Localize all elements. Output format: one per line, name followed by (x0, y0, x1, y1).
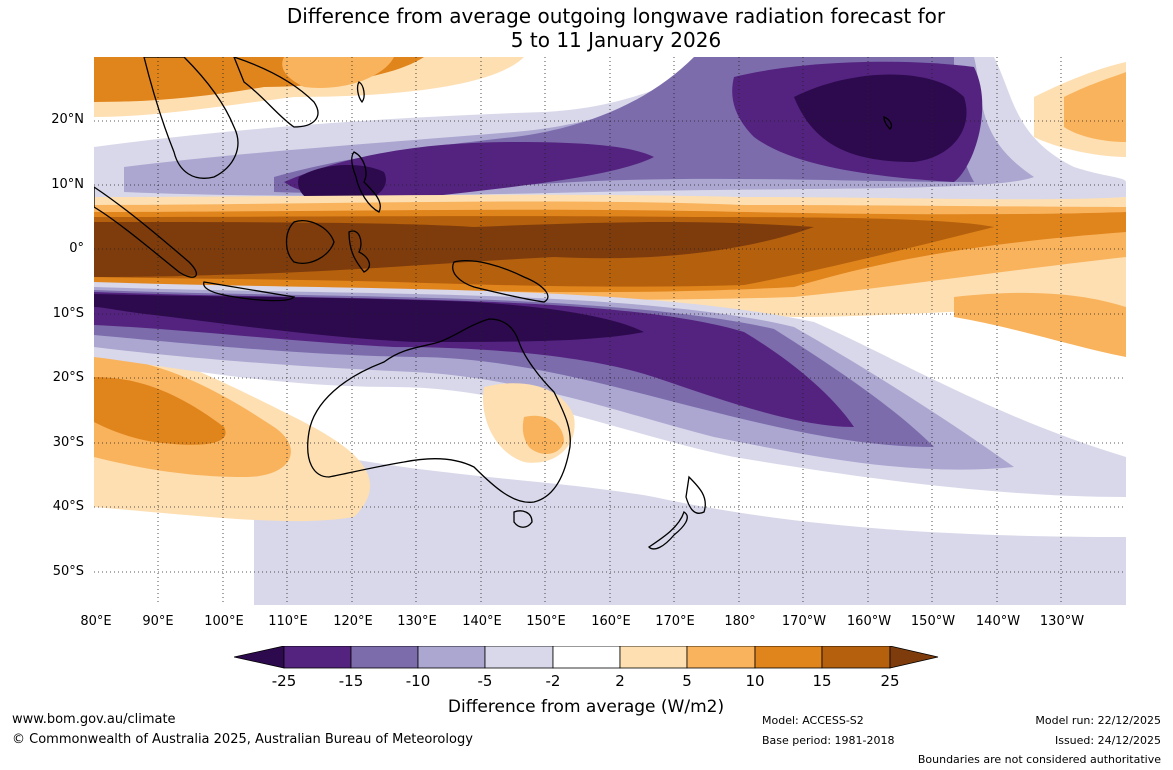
map-title-line2: 5 to 11 January 2026 (510, 28, 722, 52)
taiwan-coastline (356, 81, 365, 104)
footer-copyright: © Commonwealth of Australia 2025, Austra… (12, 732, 473, 747)
borneo-coastline (285, 220, 335, 264)
lat-label-20s: 20°S (52, 370, 84, 385)
lon-label-160w: 160°W (846, 614, 892, 629)
legend-tick-15: 15 (812, 672, 832, 690)
map-canvas (94, 57, 1126, 605)
legend-swatch-5-10 (686, 646, 756, 669)
lon-label-170w: 170°W (781, 614, 827, 629)
indochina-coastline (143, 57, 239, 179)
coastlines (94, 57, 893, 550)
hawaii-coastline (883, 116, 893, 130)
lat-label-50s: 50°S (52, 564, 84, 579)
map-title: Difference from average outgoing longwav… (0, 4, 1173, 52)
lat-label-30s: 30°S (52, 435, 84, 450)
legend-tick-2: 2 (615, 672, 625, 690)
lon-label-150e: 150°E (526, 614, 566, 629)
legend-tick-25: 25 (880, 672, 900, 690)
lon-label-180: 180° (724, 614, 756, 629)
footer-model: Model: ACCESS-S2 (762, 714, 864, 727)
footer-website[interactable]: www.bom.gov.au/climate (12, 712, 176, 727)
lon-label-140e: 140°E (462, 614, 502, 629)
new-zealand-south (647, 511, 688, 550)
anomaly-shading (94, 57, 1126, 605)
footer-model-run: Model run: 22/12/2025 (1035, 714, 1161, 727)
lon-label-110e: 110°E (268, 614, 308, 629)
lon-label-100e: 100°E (204, 614, 244, 629)
legend-tick-minus5: -5 (477, 672, 493, 690)
new-guinea-coastline (452, 260, 549, 303)
lat-label-10s: 10°S (52, 306, 84, 321)
footer-issued: Issued: 24/12/2025 (1054, 734, 1161, 747)
lon-label-90e: 90°E (142, 614, 174, 629)
lat-label-40s: 40°S (52, 499, 84, 514)
legend-tick-5: 5 (682, 672, 692, 690)
lon-label-150w: 150°W (910, 614, 956, 629)
lon-label-130e: 130°E (397, 614, 437, 629)
footer-disclaimer: Boundaries are not considered authoritat… (917, 753, 1161, 766)
legend-tick-minus10: -10 (405, 672, 431, 690)
legend-swatch-minus15-minus10 (350, 646, 419, 669)
lat-label-10n: 10°N (51, 177, 84, 192)
legend-tick-minus25: -25 (271, 672, 297, 690)
australia-coastline (307, 318, 571, 503)
china-coastline (233, 57, 319, 128)
legend-swatch-below-minus25 (234, 646, 285, 669)
legend-swatch-2-5 (619, 646, 688, 669)
lon-label-140w: 140°W (975, 614, 1021, 629)
lon-label-80e: 80°E (80, 614, 112, 629)
lon-label-130w: 130°W (1039, 614, 1085, 629)
lat-label-0: 0° (69, 241, 84, 256)
color-legend (234, 646, 939, 669)
sulawesi-coastline (348, 230, 371, 273)
legend-tick-minus15: -15 (338, 672, 364, 690)
legend-title: Difference from average (W/m2) (447, 697, 725, 717)
olr-anomaly-map (94, 57, 1126, 605)
legend-swatch-10-15 (754, 646, 823, 669)
legend-swatch-minus10-minus5 (417, 646, 486, 669)
legend-tick-10: 10 (745, 672, 765, 690)
lon-label-170e: 170°E (655, 614, 695, 629)
legend-tick-minus2: -2 (545, 672, 561, 690)
legend-swatch-minus25-minus15 (283, 646, 352, 669)
legend-swatch-minus5-minus2 (484, 646, 554, 669)
new-zealand-north (685, 475, 706, 514)
philippines-coastline (351, 151, 381, 213)
java-coastline (203, 281, 296, 302)
lon-label-160e: 160°E (591, 614, 631, 629)
legend-swatch-15-25 (821, 646, 891, 669)
lon-label-120e: 120°E (333, 614, 373, 629)
sumatra-coastline (94, 186, 198, 278)
map-title-line1: Difference from average outgoing longwav… (286, 4, 946, 28)
legend-swatch-above-25 (889, 646, 939, 669)
tasmania-coastline (513, 510, 533, 528)
footer-base-period: Base period: 1981-2018 (762, 734, 895, 747)
lat-label-20n: 20°N (51, 112, 84, 127)
graticule (94, 57, 1126, 605)
legend-swatch-minus2-2 (552, 646, 621, 669)
